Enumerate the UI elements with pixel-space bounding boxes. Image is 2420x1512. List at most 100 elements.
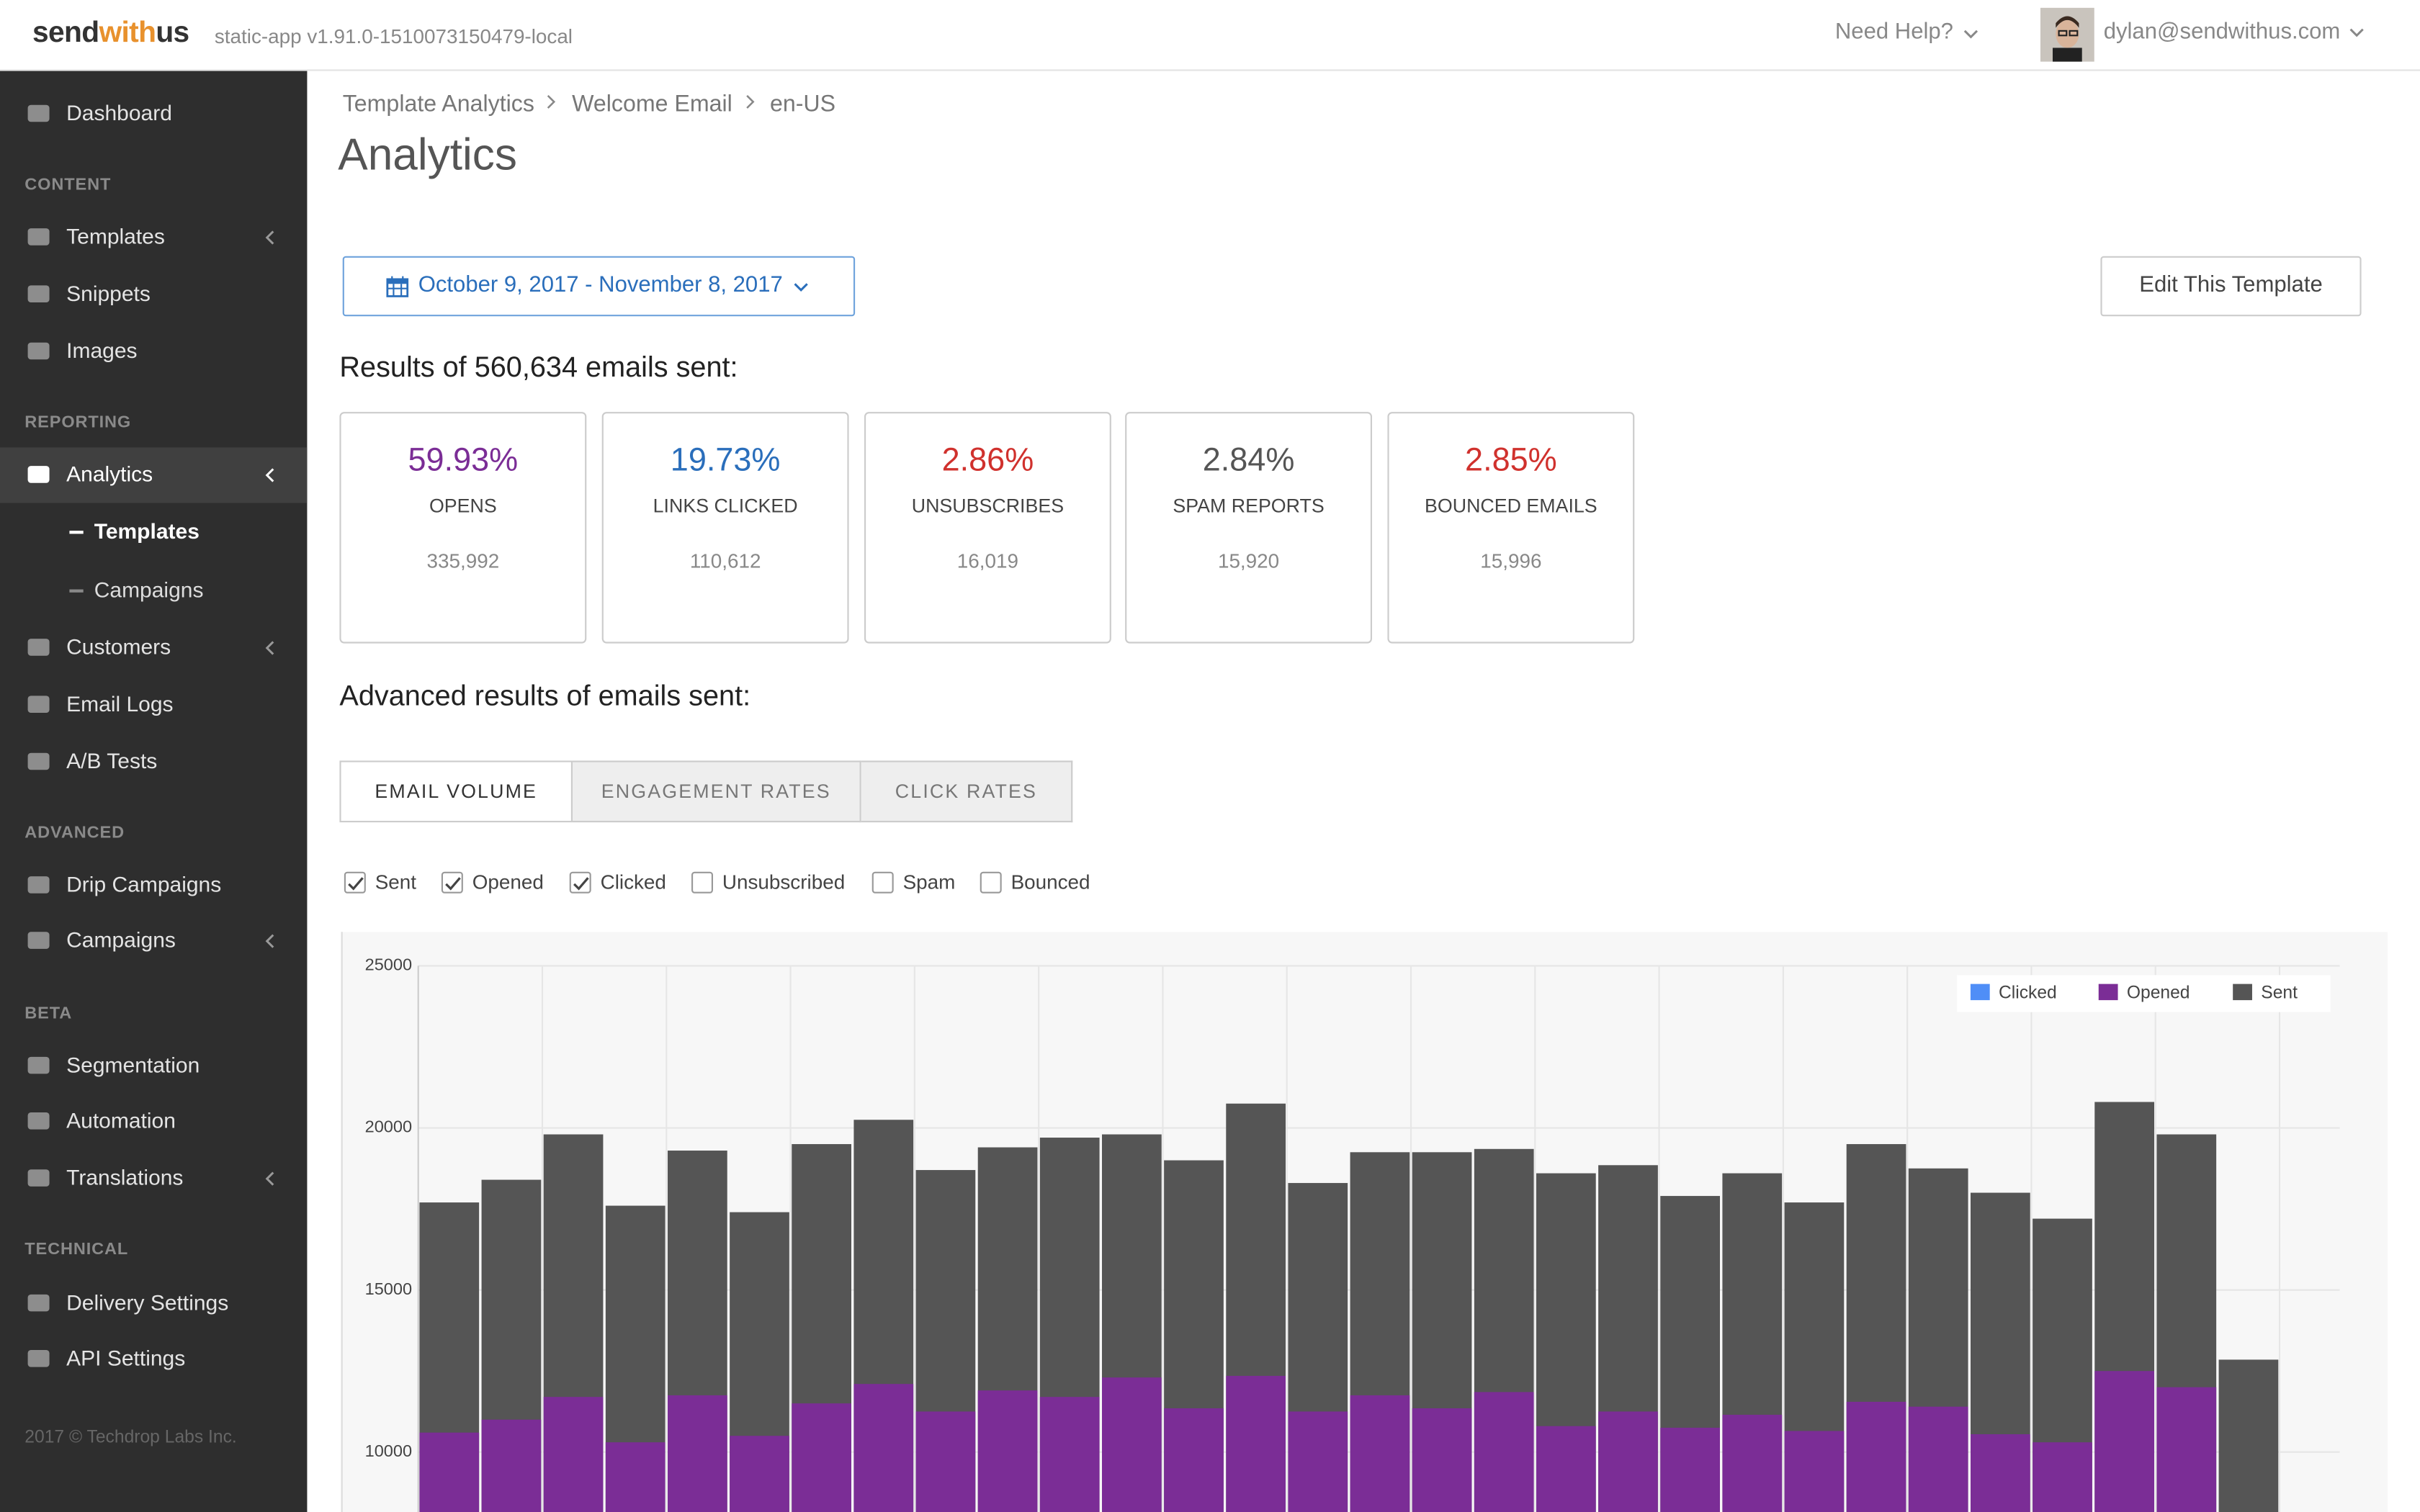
nav-item[interactable]: Templates (66, 223, 165, 248)
tab[interactable]: EMAIL VOLUME (339, 760, 573, 823)
nav-item[interactable]: Translations (66, 1164, 184, 1190)
stat-count: 16,019 (956, 549, 1019, 572)
breadcrumb-separator (745, 94, 754, 109)
stat-label: BOUNCED EMAILS (1425, 495, 1597, 517)
app-version: static-app v1.91.0-1510073150479-local (214, 24, 573, 48)
nav-item[interactable]: Customers (66, 634, 171, 659)
date-range: October 9, 2017 - November 8, 2017 (418, 273, 783, 298)
nav-icon (27, 1294, 50, 1312)
nav-icon (27, 639, 50, 656)
bar (1536, 1426, 1596, 1512)
nav-heading: ADVANCED (24, 824, 125, 842)
nav-item[interactable]: Automation (66, 1107, 176, 1133)
nav-item[interactable]: Snippets (66, 281, 151, 306)
nav-subitem[interactable]: Templates (94, 518, 200, 544)
nav-item[interactable]: Delivery Settings (66, 1290, 229, 1315)
bar (1598, 1411, 1658, 1512)
help-menu[interactable]: Need Help? (1834, 19, 1953, 45)
nav-chevron (265, 934, 274, 948)
filter-checkbox[interactable] (569, 871, 591, 894)
nav-icon (27, 1350, 50, 1367)
nav-item[interactable]: Analytics (66, 461, 153, 486)
nav-item[interactable]: Drip Campaigns (66, 871, 222, 896)
bar (1784, 1431, 1845, 1512)
filter-label[interactable]: Sent (375, 870, 417, 894)
chart: 10000 15000 20000 25000 Clicked Opened Sent (365, 955, 2340, 1512)
bar (419, 1432, 480, 1512)
user-menu[interactable]: dylan@sendwithus.com (2103, 19, 2341, 45)
nav-heading: REPORTING (24, 413, 132, 432)
chevron-path (265, 468, 274, 482)
bar (2033, 1442, 2092, 1512)
bar (2218, 1359, 2279, 1512)
nav-icon (27, 342, 50, 360)
bar (1412, 1408, 1472, 1512)
nav-item[interactable]: API Settings (66, 1345, 186, 1370)
breadcrumb: Template Analytics Welcome Email en-US (343, 91, 835, 117)
nav-heading: TECHNICAL (24, 1240, 129, 1259)
header (0, 0, 2420, 71)
stat-value: 2.85% (1465, 443, 1557, 479)
bar (1226, 1375, 1286, 1512)
checkmark (573, 877, 589, 891)
bar (1846, 1401, 1906, 1512)
bar (915, 1411, 976, 1512)
bar (543, 1397, 604, 1512)
nav-subitem[interactable]: Campaigns (94, 577, 204, 602)
nav-chevron (265, 468, 274, 482)
stat-card (864, 412, 1111, 644)
bar (1660, 1427, 1720, 1512)
nav-icon (27, 466, 50, 483)
nav-icon (27, 932, 50, 949)
bar (730, 1436, 789, 1512)
filter-label[interactable]: Unsubscribed (722, 870, 846, 894)
nav-item[interactable]: Dashboard (66, 100, 172, 125)
filter-label[interactable]: Opened (472, 870, 544, 894)
chevron-path (265, 1171, 274, 1186)
nav-chevron (265, 641, 274, 655)
filter-checkbox[interactable] (691, 871, 713, 894)
stat-card (1387, 412, 1635, 644)
filter-checkbox[interactable] (344, 871, 366, 894)
filter-label[interactable]: Bounced (1010, 870, 1090, 894)
nav-chevron (265, 230, 274, 245)
page-title: Analytics (338, 131, 517, 181)
nav-item[interactable]: Email Logs (66, 691, 174, 716)
date-range-button[interactable] (342, 256, 856, 317)
filter-checkbox[interactable] (980, 871, 1002, 894)
checkmark (348, 877, 364, 891)
legend-box (1957, 975, 2331, 1012)
legend-swatch (2230, 981, 2255, 1003)
filter-checkbox[interactable] (441, 871, 463, 894)
nav-item[interactable]: Images (66, 338, 138, 363)
nav-dash (69, 531, 84, 534)
y-tick-label: 20000 (365, 1117, 413, 1136)
stat-label: LINKS CLICKED (653, 495, 798, 517)
nav-item[interactable]: A/B Tests (66, 748, 158, 773)
filter-checkbox[interactable] (871, 871, 894, 894)
bar (853, 1384, 914, 1512)
brand[interactable]: sendwithus (32, 17, 189, 51)
bar (1102, 1377, 1162, 1512)
tab[interactable]: ENGAGEMENT RATES (573, 760, 861, 823)
edit-template-button[interactable]: Edit This Template (2100, 256, 2362, 317)
nav-heading: BETA (24, 1004, 73, 1023)
tab[interactable]: CLICK RATES (861, 760, 1073, 823)
filter-label[interactable]: Clicked (600, 870, 666, 894)
avatar[interactable] (2040, 7, 2094, 62)
checkmark (445, 877, 461, 891)
breadcrumb-item[interactable]: Welcome Email (572, 91, 732, 117)
nav-icon (27, 1169, 50, 1187)
legend-swatch (2096, 981, 2120, 1003)
legend-swatch (1968, 981, 1992, 1003)
bar (1164, 1408, 1224, 1512)
stat-card (339, 412, 587, 644)
filter-label[interactable]: Spam (902, 870, 956, 894)
nav-item[interactable]: Segmentation (66, 1052, 200, 1077)
calendar-icon (386, 276, 409, 297)
legend-label: Sent (2261, 984, 2298, 1003)
brand-part: send (32, 17, 99, 50)
breadcrumb-item[interactable]: Template Analytics (342, 91, 534, 117)
nav-item[interactable]: Campaigns (66, 927, 176, 953)
bar (1288, 1411, 1348, 1512)
